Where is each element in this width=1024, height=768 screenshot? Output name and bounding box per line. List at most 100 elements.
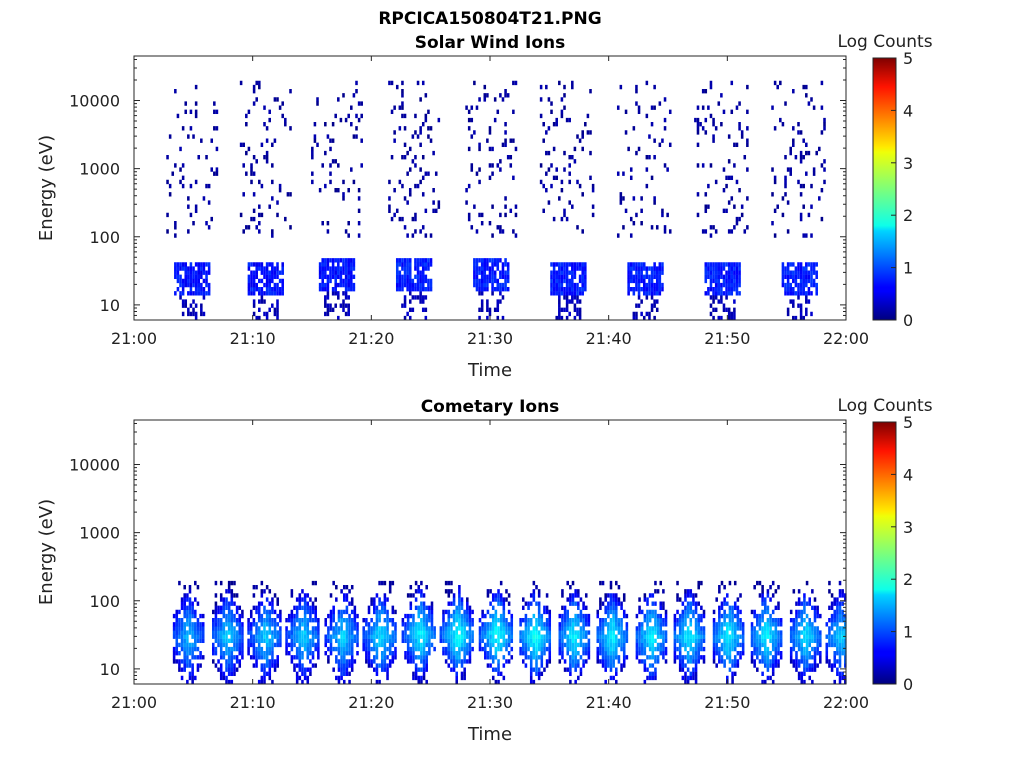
heatmap-cell bbox=[373, 630, 376, 635]
heatmap-cell bbox=[653, 287, 656, 292]
heatmap-cell bbox=[199, 622, 202, 627]
heatmap-cell bbox=[756, 646, 759, 652]
heatmap-cell bbox=[287, 642, 291, 648]
heatmap-cell bbox=[491, 659, 495, 664]
heatmap-cell bbox=[241, 630, 244, 635]
heatmap-cell bbox=[714, 274, 718, 280]
heatmap-cell bbox=[281, 278, 284, 284]
heatmap-cell bbox=[271, 601, 274, 606]
heatmap-cell bbox=[194, 634, 197, 639]
heatmap-cell bbox=[339, 270, 343, 275]
heatmap-cell bbox=[718, 626, 721, 631]
heatmap-cell bbox=[686, 659, 690, 664]
heatmap-cell bbox=[833, 659, 836, 664]
heatmap-cell bbox=[587, 638, 591, 644]
heatmap-cell bbox=[803, 605, 806, 611]
heatmap-cell bbox=[558, 196, 561, 201]
heatmap-cell bbox=[344, 295, 348, 300]
heatmap-cell bbox=[331, 274, 335, 280]
heatmap-cell bbox=[625, 634, 629, 639]
heatmap-cell bbox=[222, 651, 226, 656]
heatmap-cell bbox=[807, 270, 811, 275]
heatmap-cell bbox=[217, 605, 220, 611]
heatmap-cell bbox=[258, 221, 261, 226]
heatmap-cell bbox=[587, 646, 591, 652]
heatmap-cell bbox=[833, 601, 836, 606]
heatmap-cell bbox=[838, 609, 842, 615]
heatmap-cell bbox=[797, 663, 801, 668]
heatmap-cell bbox=[789, 287, 792, 292]
heatmap-cell bbox=[638, 646, 641, 652]
heatmap-cell bbox=[473, 204, 476, 209]
heatmap-cell bbox=[335, 622, 338, 627]
heatmap-cell bbox=[812, 278, 816, 284]
heatmap-cell bbox=[651, 601, 655, 606]
heatmap-cell bbox=[501, 287, 505, 292]
heatmap-cell bbox=[421, 262, 425, 267]
heatmap-cell bbox=[417, 585, 421, 590]
heatmap-cell bbox=[707, 287, 710, 292]
heatmap-cell bbox=[646, 597, 649, 602]
heatmap-cell bbox=[196, 638, 200, 644]
heatmap-cell bbox=[838, 638, 842, 644]
heatmap-cell bbox=[499, 282, 502, 288]
heatmap-cell bbox=[348, 601, 351, 606]
heatmap-cell bbox=[646, 675, 649, 681]
heatmap-cell bbox=[735, 274, 739, 280]
heatmap-cell bbox=[284, 216, 287, 222]
heatmap-cell bbox=[731, 613, 734, 619]
heatmap-cell bbox=[577, 605, 580, 611]
heatmap-cell bbox=[339, 117, 343, 123]
heatmap-cell bbox=[704, 130, 708, 135]
heatmap-cell bbox=[726, 642, 729, 648]
heatmap-cell bbox=[506, 155, 510, 160]
heatmap-cell bbox=[735, 262, 739, 267]
heatmap-cell bbox=[784, 270, 787, 275]
heatmap-cell bbox=[263, 311, 266, 317]
heatmap-cell bbox=[662, 589, 665, 594]
heatmap-cell bbox=[230, 651, 234, 656]
heatmap-cell bbox=[342, 655, 346, 660]
heatmap-cell bbox=[555, 122, 558, 127]
x-axis-ticks: 21:00 21:10 21:20 21:30 21:40 21:50 22:00 bbox=[111, 420, 869, 712]
heatmap-cell bbox=[694, 622, 698, 627]
heatmap-cell bbox=[403, 258, 407, 263]
heatmap-cell bbox=[563, 84, 566, 90]
heatmap-cell bbox=[452, 663, 456, 668]
heatmap-cell bbox=[486, 258, 489, 263]
heatmap-cell bbox=[816, 609, 819, 615]
heatmap-cell bbox=[784, 183, 787, 189]
heatmap-cell bbox=[450, 634, 453, 639]
heatmap-cell bbox=[697, 613, 700, 619]
heatmap-cell bbox=[196, 655, 200, 660]
heatmap-cell bbox=[681, 663, 685, 668]
heatmap-cell bbox=[420, 655, 423, 660]
heatmap-cell bbox=[242, 142, 245, 148]
heatmap-cell bbox=[201, 613, 205, 619]
heatmap-cell bbox=[830, 601, 834, 606]
heatmap-cell bbox=[388, 618, 392, 623]
heatmap-cell bbox=[340, 646, 343, 652]
heatmap-cell bbox=[545, 84, 548, 90]
heatmap-cell bbox=[733, 605, 737, 611]
heatmap-cell bbox=[625, 622, 629, 627]
heatmap-cell bbox=[200, 303, 203, 308]
heatmap-cell bbox=[388, 179, 391, 185]
heatmap-cell bbox=[205, 221, 208, 226]
heatmap-cell bbox=[635, 642, 639, 648]
heatmap-cell bbox=[565, 287, 569, 292]
heatmap-cell bbox=[447, 593, 451, 598]
heatmap-cell bbox=[792, 278, 795, 284]
heatmap-cell bbox=[761, 589, 764, 594]
heatmap-cell bbox=[347, 113, 350, 119]
heatmap-cell bbox=[337, 315, 340, 321]
heatmap-cell bbox=[701, 126, 705, 131]
heatmap-cell bbox=[563, 278, 566, 284]
heatmap-cell bbox=[795, 667, 798, 672]
heatmap-cell bbox=[735, 266, 739, 271]
heatmap-cell bbox=[421, 278, 425, 284]
heatmap-cell bbox=[217, 634, 220, 639]
heatmap-cell bbox=[709, 266, 713, 271]
heatmap-cell bbox=[574, 630, 577, 635]
heatmap-cell bbox=[723, 601, 726, 606]
